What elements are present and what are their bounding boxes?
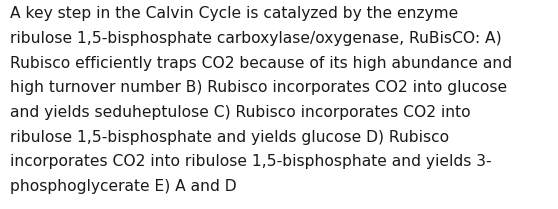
Text: A key step in the Calvin Cycle is catalyzed by the enzyme: A key step in the Calvin Cycle is cataly…	[10, 6, 458, 21]
Text: high turnover number B) Rubisco incorporates CO2 into glucose: high turnover number B) Rubisco incorpor…	[10, 80, 507, 95]
Text: incorporates CO2 into ribulose 1,5-bisphosphate and yields 3-: incorporates CO2 into ribulose 1,5-bisph…	[10, 154, 492, 169]
Text: ribulose 1,5-bisphosphate and yields glucose D) Rubisco: ribulose 1,5-bisphosphate and yields glu…	[10, 130, 449, 145]
Text: ribulose 1,5-bisphosphate carboxylase/oxygenase, RuBisCO: A): ribulose 1,5-bisphosphate carboxylase/ox…	[10, 31, 502, 46]
Text: phosphoglycerate E) A and D: phosphoglycerate E) A and D	[10, 179, 237, 194]
Text: Rubisco efficiently traps CO2 because of its high abundance and: Rubisco efficiently traps CO2 because of…	[10, 56, 512, 71]
Text: and yields seduheptulose C) Rubisco incorporates CO2 into: and yields seduheptulose C) Rubisco inco…	[10, 105, 470, 120]
